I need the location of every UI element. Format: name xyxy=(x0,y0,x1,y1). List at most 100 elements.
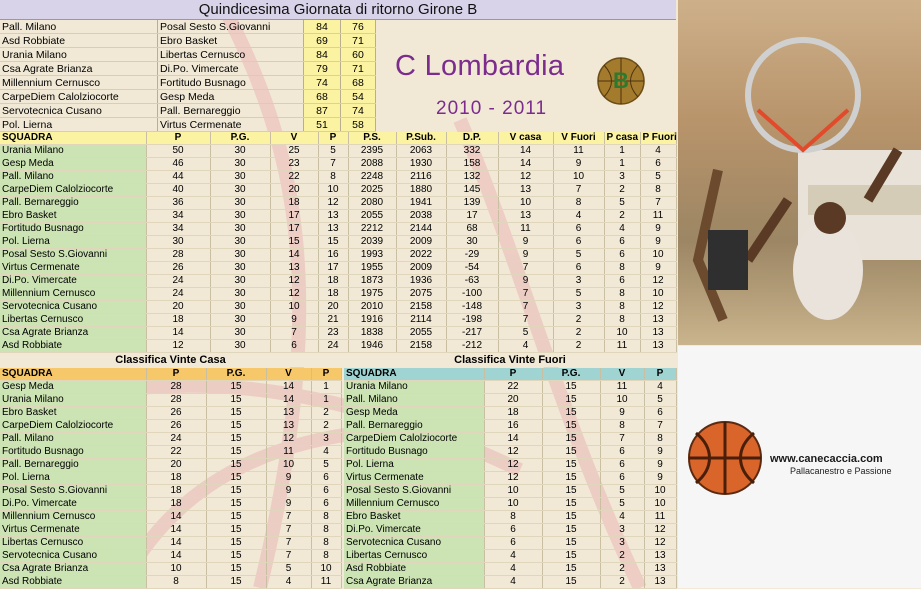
stat-cell: 158 xyxy=(446,157,499,171)
team-name: Pall. Bernareggio xyxy=(0,458,147,472)
away-team: Libertas Cernusco xyxy=(157,47,304,62)
stat-cell: 17 xyxy=(270,209,319,223)
away-score: 71 xyxy=(340,61,376,76)
result-row: Pall. Milano Posal Sesto S.Giovanni 84 76 xyxy=(0,20,376,34)
stat-cell: 13 xyxy=(644,562,677,576)
stat-cell: 10 xyxy=(644,497,677,511)
away-score: 68 xyxy=(340,75,376,90)
stat-cell: 8 xyxy=(604,287,641,301)
column-header: SQUADRA xyxy=(0,368,147,381)
stat-cell: 2 xyxy=(600,549,645,563)
table-row: Csa Agrate Brianza 14 30 7 23 1838 2055 -217 5 2 1… xyxy=(0,326,677,340)
stat-cell: 24 xyxy=(318,339,349,353)
stat-cell: 10 xyxy=(318,183,349,197)
stat-cell: 1955 xyxy=(348,261,397,275)
home-team: Urania Milano xyxy=(0,47,158,62)
away-score: 74 xyxy=(340,103,376,118)
home-team: Asd Robbiate xyxy=(0,33,158,48)
stat-cell: 13 xyxy=(498,183,554,197)
table-row: Csa Agrate Brianza 10 15 5 10 xyxy=(0,562,342,576)
stat-cell: 3 xyxy=(553,300,605,314)
stat-cell: 13 xyxy=(640,339,677,353)
table-row: Urania Milano 22 15 11 4 xyxy=(344,380,677,394)
home-score: 84 xyxy=(303,47,341,62)
column-header: SQUADRA xyxy=(344,368,485,381)
stat-cell: 12 xyxy=(644,536,677,550)
stat-cell: 6 xyxy=(553,235,605,249)
stat-cell: 4 xyxy=(640,144,677,158)
stat-cell: 18 xyxy=(146,471,207,485)
table-row: Posal Sesto S.Giovanni 10 15 5 10 xyxy=(344,484,677,498)
stat-cell: 23 xyxy=(270,157,319,171)
team-name: Virtus Cermenate xyxy=(0,523,147,537)
result-row: Csa Agrate Brianza Di.Po. Vimercate 79 71 xyxy=(0,61,376,76)
away-team: Gesp Meda xyxy=(157,89,304,104)
stat-cell: 4 xyxy=(484,562,543,576)
stat-cell: 23 xyxy=(318,326,349,340)
stat-cell: 1930 xyxy=(396,157,447,171)
column-header: P xyxy=(644,368,677,381)
stat-cell: 12 xyxy=(644,523,677,537)
team-name: Asd Robbiate xyxy=(344,562,485,576)
stat-cell: 2 xyxy=(604,183,641,197)
stat-cell: 13 xyxy=(270,261,319,275)
stat-cell: 15 xyxy=(206,562,267,576)
result-row: CarpeDiem Calolziocorte Gesp Meda 68 54 xyxy=(0,89,376,104)
stat-cell: 14 xyxy=(498,157,554,171)
team-name: Pall. Milano xyxy=(0,432,147,446)
stat-cell: 7 xyxy=(266,536,312,550)
photo-illustration xyxy=(692,37,921,322)
stat-cell: 16 xyxy=(484,419,543,433)
stat-cell: -29 xyxy=(446,248,499,262)
team-name: Servotecnica Cusano xyxy=(344,536,485,550)
stat-cell: 30 xyxy=(210,274,271,288)
stat-cell: 12 xyxy=(640,300,677,314)
column-header: SQUADRA xyxy=(0,132,147,145)
stat-cell: 4 xyxy=(484,575,543,589)
stat-cell: 13 xyxy=(266,419,312,433)
stat-cell: 6 xyxy=(553,222,605,236)
table-row: Gesp Meda 18 15 9 6 xyxy=(344,406,677,420)
stat-cell: 18 xyxy=(146,497,207,511)
stat-cell: 50 xyxy=(146,144,211,158)
home-team: Millennium Cernusco xyxy=(0,75,158,90)
result-row: Asd Robbiate Ebro Basket 69 71 xyxy=(0,33,376,48)
stat-cell: 6 xyxy=(311,484,342,498)
canecaccia-ad[interactable]: www.canecaccia.com Pallacanestro e Passi… xyxy=(678,346,921,588)
stat-cell: 13 xyxy=(640,326,677,340)
ad-link[interactable]: www.canecaccia.com xyxy=(770,453,883,465)
stat-cell: 6 xyxy=(270,339,319,353)
stat-cell: 4 xyxy=(311,445,342,459)
team-name: Millennium Cernusco xyxy=(344,497,485,511)
stat-cell: 1993 xyxy=(348,248,397,262)
stat-cell: 8 xyxy=(644,432,677,446)
stat-cell: 12 xyxy=(270,274,319,288)
stat-cell: 6 xyxy=(604,248,641,262)
team-name: Posal Sesto S.Giovanni xyxy=(0,484,147,498)
column-header: P xyxy=(318,132,349,145)
stat-cell: 20 xyxy=(484,393,543,407)
basketball-icon xyxy=(688,421,762,495)
stat-cell: 139 xyxy=(446,196,499,210)
team-name: Servotecnica Cusano xyxy=(0,549,147,563)
stat-cell: 2055 xyxy=(348,209,397,223)
column-header: V casa xyxy=(498,132,554,145)
stat-cell: 4 xyxy=(484,549,543,563)
stat-cell: 8 xyxy=(604,300,641,314)
table-row: Virtus Cermenate 26 30 13 17 1955 2009 -54 7 6 8 9 xyxy=(0,261,677,275)
stat-cell: 30 xyxy=(210,222,271,236)
stat-cell: 10 xyxy=(146,562,207,576)
stat-cell: 7 xyxy=(266,549,312,563)
stat-cell: 15 xyxy=(206,536,267,550)
stat-cell: 21 xyxy=(318,313,349,327)
stat-cell: 17 xyxy=(270,222,319,236)
table-row: Libertas Cernusco 18 30 9 21 1916 2114 -198 7 2 8 1… xyxy=(0,313,677,327)
table-row: Asd Robbiate 8 15 4 11 xyxy=(0,575,342,589)
stat-cell: 15 xyxy=(542,510,601,524)
stat-cell: 332 xyxy=(446,144,499,158)
stat-cell: 7 xyxy=(318,157,349,171)
team-name: Millennium Cernusco xyxy=(0,287,147,301)
table-row: Di.Po. Vimercate 18 15 9 6 xyxy=(0,497,342,511)
stat-cell: 15 xyxy=(542,419,601,433)
stat-cell: 5 xyxy=(498,326,554,340)
